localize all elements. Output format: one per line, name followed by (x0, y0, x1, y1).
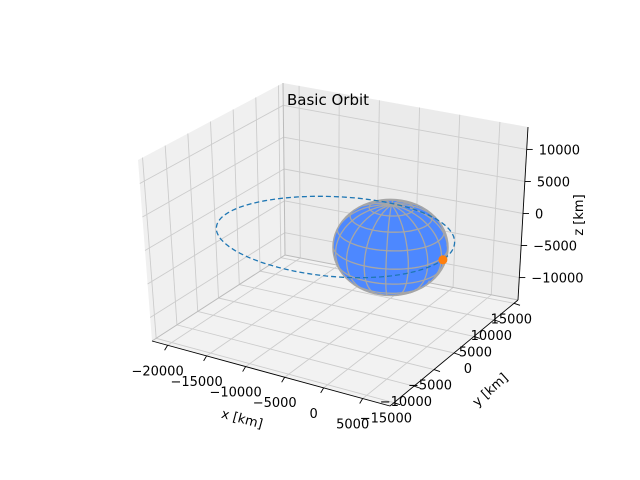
y-tick-label: 10000 (471, 329, 512, 344)
z-gridline (149, 232, 285, 318)
satellite-marker (438, 255, 448, 265)
earth-latitude-line (332, 248, 442, 270)
z-gridline (283, 104, 527, 150)
earth-longitude-line (391, 203, 445, 232)
y-tick (453, 352, 461, 356)
x-tick-label: −5000 (253, 396, 297, 411)
earth-longitude-line (391, 202, 419, 207)
z-gridline (283, 168, 524, 214)
x-tick-label: −10000 (209, 386, 261, 401)
y-gridline (259, 270, 495, 321)
z-tick-label: 5000 (537, 176, 570, 191)
x-tick (281, 376, 286, 383)
earth-latitude-line (336, 229, 439, 252)
earth-longitude-line (345, 204, 392, 291)
x-tick (164, 345, 168, 351)
earth-latitude-line (379, 292, 406, 297)
y-gridline (239, 284, 475, 337)
y-tick (473, 336, 481, 339)
earth-longitude-line (391, 204, 443, 291)
axis-ticks: −20000−15000−10000−500005000−15000−10000… (131, 143, 583, 432)
z-tick-label: 10000 (539, 143, 580, 158)
earth-longitude-line (338, 204, 392, 227)
orbit-path (215, 195, 456, 279)
x-tick (203, 355, 208, 362)
y-tick-label: −5000 (408, 379, 452, 394)
earth-longitude-line (334, 204, 392, 272)
z-gridline (142, 136, 284, 218)
earth-longitude-line (391, 204, 409, 296)
earth-latitude-line (349, 211, 429, 233)
y-tick (413, 385, 421, 389)
y-tick (513, 302, 521, 306)
x-tick (242, 366, 247, 372)
z-axis-label: z [km] (572, 194, 587, 235)
y-tick-label: 15000 (491, 312, 532, 327)
earth-sphere (332, 198, 449, 297)
x-tick (320, 387, 325, 394)
z-gridline (283, 136, 525, 182)
z-gridline (139, 104, 284, 184)
y-tick-label: −10000 (380, 395, 432, 410)
y-tick (493, 319, 501, 323)
x-tick-label: 0 (310, 407, 318, 422)
y-gridline (156, 337, 395, 404)
x-axis-line (151, 340, 391, 407)
earth-longitude-line (385, 204, 393, 297)
earth-longitude-line (363, 204, 392, 295)
y-gridline (176, 324, 415, 387)
position-marker (438, 255, 448, 265)
y-tick (433, 369, 441, 372)
z-tick-label: −5000 (533, 240, 577, 255)
x-tick-label: −20000 (131, 364, 183, 379)
y-gridline (197, 311, 435, 370)
grid-lines (139, 85, 527, 404)
orbit-line (215, 195, 456, 279)
z-gridline (147, 200, 285, 285)
z-gridline (144, 168, 285, 251)
z-tick-label: −10000 (531, 272, 583, 287)
y-tick (393, 402, 401, 406)
chart-title: Basic Orbit (287, 91, 369, 109)
z-tick-label: 0 (535, 208, 543, 223)
y-tick-label: −15000 (360, 412, 412, 427)
side-floor-edge (151, 254, 286, 342)
earth-longitude-line (362, 202, 392, 207)
y-gridline (218, 297, 455, 354)
corner-edge (282, 82, 286, 256)
x-tick-label: −15000 (170, 375, 222, 390)
floor-pane (152, 255, 518, 406)
y-tick-label: 5000 (459, 345, 492, 360)
y-tick-label: 0 (464, 362, 472, 377)
x-tick-label: 5000 (336, 418, 369, 433)
x-tick (359, 398, 364, 404)
earth-longitude-line (391, 204, 429, 295)
